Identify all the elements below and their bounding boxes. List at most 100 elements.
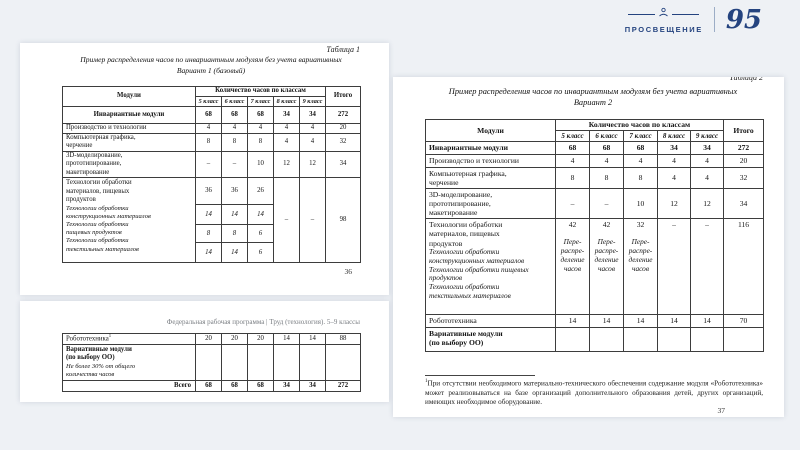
prosveshchenie-logo: ПРОСВЕЩЕНИЕ <box>625 5 703 34</box>
empty-cell <box>657 327 691 352</box>
module-cell: Инвариантные модули <box>425 141 556 155</box>
footnote-marker: 1 <box>425 379 428 384</box>
table-1-hours-distribution: Модули Количество часов по классам Итого… <box>62 86 361 264</box>
table-2-caption: Пример распределения часов по инвариантн… <box>448 87 738 96</box>
document-page-36: Таблица 1 Пример распределения часов по … <box>20 43 389 295</box>
cell: 68 <box>221 380 248 392</box>
cell: 34 <box>299 106 326 124</box>
cell: 68 <box>589 141 624 155</box>
module-cell: Компьютерная графика, черчение <box>62 133 196 152</box>
cell: – <box>195 150 222 179</box>
cell: 26 <box>247 177 274 206</box>
col-header-modules: Модули <box>425 119 556 142</box>
table-row: Инвариантные модули 68 68 68 34 34 272 <box>425 141 765 155</box>
cell: 4 <box>195 123 222 134</box>
cell: 14 <box>299 333 326 345</box>
empty-cell <box>623 327 658 352</box>
cell: 12 <box>273 150 300 179</box>
cell: 20 <box>195 333 222 345</box>
cell: – <box>657 218 691 315</box>
cell: – <box>555 188 590 219</box>
class-header: 5 класс <box>555 130 590 142</box>
table-row: Робототехника1 20 20 20 14 14 88 <box>62 333 361 345</box>
cell: 4 <box>589 154 624 168</box>
class-header: 5 класс <box>195 96 222 107</box>
table-2-variant: Вариант 2 <box>573 98 613 107</box>
cell: 4 <box>623 154 658 168</box>
cell: 8 <box>589 167 624 189</box>
table-row: Вариативные модули (по выбору ОО) <box>425 327 765 352</box>
table-row: Технологии обработки материалов, пищевых… <box>62 177 361 264</box>
page-number: 37 <box>717 406 726 415</box>
cell: 34 <box>273 106 300 124</box>
table-row: Всего 68 68 68 34 34 272 <box>62 380 361 392</box>
cell: 8 <box>247 133 274 152</box>
cell: 10 <box>247 150 274 179</box>
table-row: 5 класс 6 класс 7 класс 8 класс 9 класс <box>63 96 361 107</box>
cell: 68 <box>221 106 248 124</box>
cell: 8 <box>221 133 248 152</box>
cell: 272 <box>325 380 361 392</box>
cell: 32 <box>325 133 361 152</box>
cell: – <box>273 177 300 264</box>
reader-emblem-icon <box>658 5 669 23</box>
cell: 4 <box>273 133 300 152</box>
cell: 8 <box>221 224 248 244</box>
cell: 272 <box>325 106 361 124</box>
cell: 4 <box>247 123 274 134</box>
cell: 34 <box>273 380 300 392</box>
module-cell: 3D-моделирование, прототипирование, маке… <box>62 150 196 179</box>
cell: – <box>299 177 326 264</box>
empty-cell <box>195 344 222 381</box>
cell: 32 <box>723 167 765 189</box>
cell: 36 <box>221 177 248 206</box>
cell: 20 <box>325 123 361 134</box>
footnote-marker: 1 <box>108 334 112 340</box>
class-header: 9 класс <box>689 130 725 142</box>
table-row: Компьютерная графика, черчение 8 8 8 4 4… <box>425 167 765 189</box>
module-cell: 3D-моделирование, прототипирование, маке… <box>425 188 556 219</box>
empty-cell <box>299 344 326 381</box>
table-row: Робототехника 14 14 14 14 14 70 <box>425 314 765 328</box>
col-group-header: Количество часов по классам <box>195 86 326 97</box>
anniversary-95-logo: 95 <box>725 4 762 35</box>
cell: 14 <box>623 314 658 328</box>
empty-cell <box>273 344 300 381</box>
cell: 68 <box>195 380 222 392</box>
cell: 20 <box>723 154 765 168</box>
class-header: 8 класс <box>273 96 300 107</box>
cell: 34 <box>723 188 765 219</box>
cell: 4 <box>657 154 691 168</box>
running-header: Федеральная рабочая программа | Труд (те… <box>166 318 360 326</box>
cell: – <box>221 150 248 179</box>
table-row: 3D-моделирование, прототипирование, маке… <box>425 188 765 219</box>
cell: 20 <box>247 333 274 345</box>
brand-logo: ПРОСВЕЩЕНИЕ 95 <box>625 4 762 35</box>
table-1-continued: Робототехника1 20 20 20 14 14 88 Вариати… <box>62 333 361 392</box>
table-row: Технологии обработки материалов, пищевых… <box>425 218 765 315</box>
table-row: 3D-моделирование, прототипирование, маке… <box>62 150 361 179</box>
cell: 42 Пере- распре- деление часов <box>589 218 624 315</box>
cell: 32 Пере- распре- деление часов <box>623 218 658 315</box>
class-header: 9 класс <box>299 96 326 107</box>
cell: 20 <box>221 333 248 345</box>
cell: 14 <box>689 314 725 328</box>
cell: 8 <box>623 167 658 189</box>
table-row: Производство и технологии 4 4 4 4 4 20 <box>62 123 361 134</box>
module-cell: Робототехника1 <box>62 333 196 345</box>
cell: 10 <box>623 188 658 219</box>
cell: 4 <box>299 123 326 134</box>
cell: 4 <box>299 133 326 152</box>
cell: 14 <box>589 314 624 328</box>
redistribution-note: Пере- распре- деление часов <box>594 237 619 273</box>
table-row: Вариативные модули (по выбору ОО) Не бол… <box>62 344 361 381</box>
cell: 4 <box>555 154 590 168</box>
cell: – <box>589 188 624 219</box>
cell: 12 <box>689 188 725 219</box>
cell: 4 <box>657 167 691 189</box>
table-row: 8 8 6 <box>63 224 361 244</box>
cell: 68 <box>555 141 590 155</box>
module-cell: Производство и технологии <box>62 123 196 134</box>
table-row: Компьютерная графика, черчение 8 8 8 4 4… <box>62 133 361 152</box>
